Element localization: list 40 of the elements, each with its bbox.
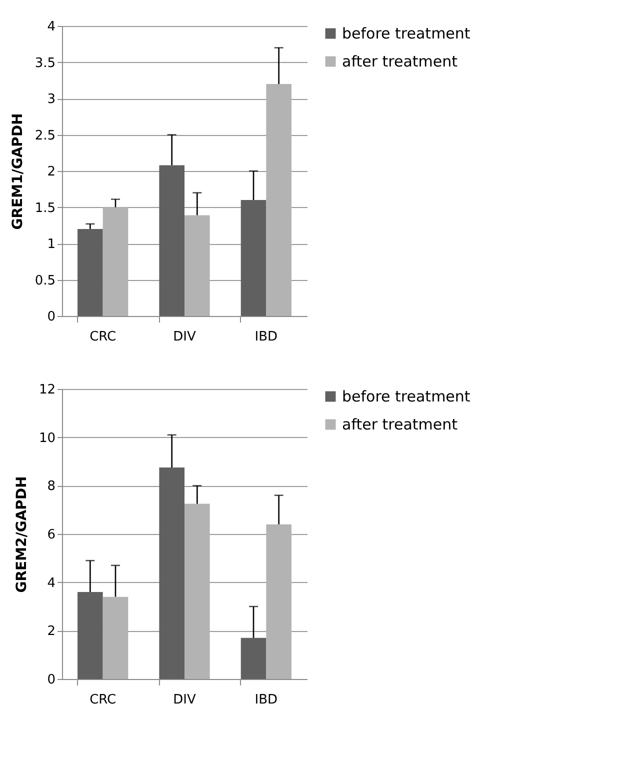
x-tick-label: DIV — [173, 692, 196, 708]
y-axis-title: GREM1/GAPDH — [10, 113, 26, 230]
bar — [184, 504, 210, 679]
legend-label: after treatment — [342, 52, 458, 70]
bar — [102, 207, 128, 316]
y-tick-label: 10 — [38, 430, 56, 446]
y-tick-label: 2.5 — [34, 128, 56, 144]
x-tick-label: IBD — [254, 692, 278, 708]
bar — [78, 229, 103, 316]
bar — [159, 165, 184, 316]
bar — [78, 592, 103, 679]
y-tick-label: 12 — [38, 382, 56, 398]
x-tick-label: CRC — [90, 692, 116, 708]
y-tick-label: 3 — [47, 92, 56, 107]
bar — [266, 84, 292, 316]
bar — [102, 596, 128, 679]
y-tick-label: 0 — [47, 310, 56, 324]
y-tick-label: 1.5 — [34, 200, 56, 216]
y-axis-title: GREM2/GAPDH — [14, 476, 30, 593]
y-tick-label: 0.5 — [34, 273, 56, 288]
bar — [159, 468, 184, 679]
y-tick-label: 2 — [47, 164, 56, 180]
x-tick-label: CRC — [90, 330, 116, 344]
y-tick-label: 8 — [47, 479, 56, 494]
bar — [266, 524, 292, 679]
y-tick-label: 0 — [47, 672, 56, 688]
legend-label: before treatment — [342, 24, 470, 42]
bar — [240, 638, 266, 679]
bar — [184, 215, 210, 316]
y-tick-label: 6 — [47, 528, 56, 542]
y-tick-label: 4 — [47, 20, 56, 34]
x-tick-label: IBD — [254, 330, 278, 344]
x-tick-label: DIV — [173, 330, 196, 344]
y-tick-label: 4 — [47, 576, 56, 591]
y-tick-label: 3.5 — [34, 56, 56, 71]
legend-label: after treatment — [342, 416, 458, 434]
legend-label: before treatment — [342, 388, 470, 406]
y-tick-label: 2 — [47, 624, 56, 640]
y-tick-label: 1 — [47, 237, 56, 252]
bar — [240, 200, 266, 316]
